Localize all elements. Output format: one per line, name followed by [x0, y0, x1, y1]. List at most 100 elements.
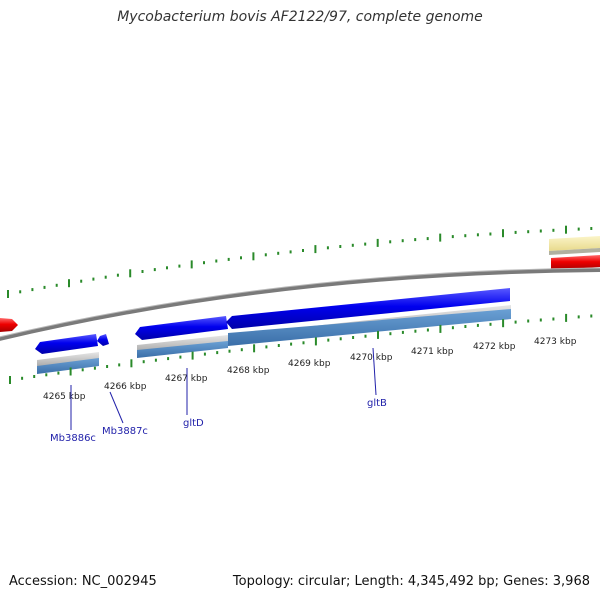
- inner-tick-7: [93, 366, 96, 370]
- inner-tick-35: [439, 324, 442, 333]
- outer-tick-0: [7, 290, 9, 298]
- outer-tick-24: [302, 249, 304, 252]
- outer-tick-15: [190, 260, 193, 269]
- outer-tick-23: [289, 250, 292, 254]
- inner-tick-ring: [9, 313, 593, 384]
- misc-feature-block[interactable]: [549, 236, 600, 251]
- inner-tick-39: [489, 322, 492, 326]
- outer-tick-40: [502, 229, 504, 238]
- outer-tick-44: [552, 228, 555, 232]
- outer-tick-7: [92, 277, 95, 281]
- gene-arrow-mb3886c[interactable]: [35, 334, 98, 354]
- outer-tick-20: [252, 252, 255, 261]
- outer-tick-5: [68, 279, 70, 288]
- gene-label-gltd[interactable]: gltD: [183, 418, 204, 429]
- outer-tick-38: [476, 233, 479, 237]
- outer-tick-26: [326, 246, 329, 250]
- gene-label-mb3886c[interactable]: Mb3886c: [50, 433, 96, 444]
- gene-arrow-gltd[interactable]: [135, 316, 228, 340]
- genome-summary-text: Topology: circular; Length: 4,345,492 bp…: [232, 574, 590, 589]
- genome-backbone: [0, 268, 600, 341]
- outer-tick-14: [178, 264, 181, 268]
- inner-tick-2: [33, 375, 36, 378]
- outer-tick-34: [426, 237, 429, 241]
- gene-arrow-mb3887c[interactable]: [97, 334, 109, 346]
- inner-tick-30: [377, 330, 379, 339]
- inner-tick-47: [590, 314, 593, 318]
- inner-tick-42: [527, 319, 530, 323]
- outer-tick-45: [565, 225, 567, 234]
- inner-tick-16: [203, 352, 206, 356]
- map-title: Mycobacterium bovis AF2122/97, complete …: [117, 9, 483, 25]
- reverse-feature-block-left[interactable]: [0, 318, 18, 332]
- inner-tick-45: [565, 313, 568, 322]
- outer-tick-2: [31, 288, 34, 292]
- outer-tick-46: [577, 227, 580, 231]
- inner-tick-9: [118, 363, 121, 367]
- outer-tick-3: [43, 285, 46, 289]
- inner-tick-4: [57, 371, 60, 375]
- outer-tick-13: [166, 266, 168, 270]
- outer-tick-6: [80, 279, 83, 283]
- cds-bar-mb3886c-blue: [37, 358, 99, 374]
- leader-line-mb3887c: [109, 391, 124, 424]
- inner-tick-15: [191, 351, 194, 360]
- inner-tick-26: [327, 338, 330, 342]
- outer-tick-18: [227, 257, 230, 261]
- outer-tick-11: [141, 270, 144, 273]
- outer-tick-17: [215, 259, 218, 263]
- outer-tick-32: [401, 239, 404, 243]
- outer-tick-9: [116, 273, 119, 277]
- outer-tick-47: [590, 227, 593, 230]
- inner-tick-18: [228, 349, 231, 353]
- outer-tick-1: [19, 290, 22, 294]
- scale-label-4271: 4271 kbp: [411, 347, 454, 357]
- outer-tick-4: [55, 283, 58, 287]
- inner-tick-41: [514, 320, 517, 324]
- outer-tick-30: [376, 238, 379, 247]
- outer-tick-28: [351, 243, 354, 247]
- cds-bar-gltb-blue: [228, 309, 511, 346]
- cds-bar-gltd-blue: [137, 341, 228, 358]
- outer-tick-12: [153, 268, 156, 272]
- genome-backbone-highlight: [0, 267, 600, 338]
- inner-tick-14: [179, 355, 182, 359]
- outer-tick-42: [527, 230, 530, 234]
- inner-tick-46: [577, 315, 580, 319]
- inner-tick-5: [69, 367, 72, 376]
- inner-tick-1: [21, 376, 24, 380]
- inner-tick-13: [167, 357, 170, 361]
- inner-tick-8: [106, 365, 109, 368]
- inner-tick-38: [476, 323, 479, 327]
- outer-tick-16: [203, 261, 205, 265]
- gene-arrow-gltb[interactable]: [226, 288, 510, 329]
- inner-tick-12: [154, 358, 157, 362]
- outer-tick-31: [389, 240, 392, 244]
- inner-tick-17: [216, 351, 219, 355]
- inner-tick-32: [401, 330, 404, 334]
- outer-tick-21: [264, 253, 267, 257]
- outer-tick-8: [104, 275, 107, 279]
- reverse-feature-block-right[interactable]: [551, 255, 600, 270]
- outer-tick-37: [464, 234, 467, 238]
- gene-label-gltb[interactable]: gltB: [367, 398, 387, 409]
- inner-tick-24: [302, 341, 305, 345]
- inner-tick-3: [45, 373, 48, 377]
- inner-tick-36: [451, 326, 454, 330]
- scale-label-4267: 4267 kbp: [165, 374, 208, 384]
- outer-tick-25: [314, 245, 317, 254]
- inner-tick-23: [290, 342, 293, 346]
- outer-tick-19: [240, 256, 242, 260]
- outer-tick-10: [129, 269, 132, 278]
- inner-tick-10: [130, 359, 133, 368]
- inner-tick-25: [314, 337, 317, 346]
- scale-label-4272: 4272 kbp: [473, 342, 516, 352]
- scale-label-4269: 4269 kbp: [288, 359, 331, 369]
- gene-label-mb3887c[interactable]: Mb3887c: [102, 426, 148, 437]
- scale-label-group: 4265 kbp 4266 kbp 4267 kbp 4268 kbp 4269…: [43, 337, 577, 402]
- outer-tick-36: [451, 235, 454, 239]
- outer-tick-33: [414, 238, 417, 242]
- inner-tick-37: [464, 325, 467, 328]
